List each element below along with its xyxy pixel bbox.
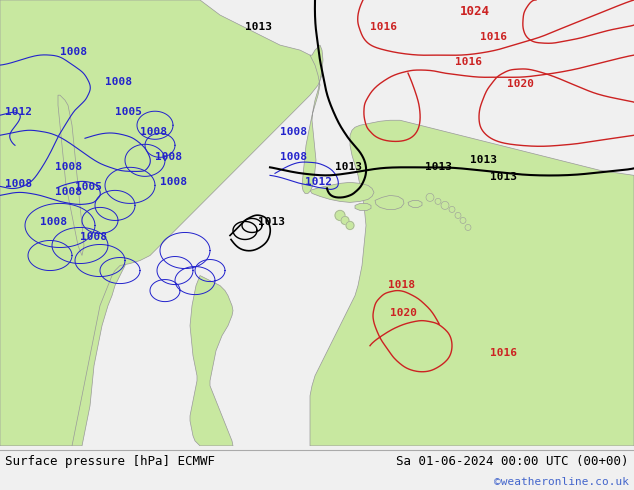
Circle shape bbox=[455, 213, 461, 219]
Text: 1016: 1016 bbox=[490, 348, 517, 358]
Circle shape bbox=[460, 218, 466, 223]
Text: 1013: 1013 bbox=[425, 162, 452, 172]
Text: 1005: 1005 bbox=[115, 107, 142, 117]
Polygon shape bbox=[0, 0, 162, 446]
Polygon shape bbox=[302, 45, 323, 194]
Polygon shape bbox=[310, 120, 634, 446]
Text: 1008: 1008 bbox=[55, 162, 82, 172]
Text: 1013: 1013 bbox=[258, 218, 285, 227]
Text: 1008: 1008 bbox=[140, 127, 167, 137]
Polygon shape bbox=[310, 182, 374, 202]
Text: 1016: 1016 bbox=[455, 57, 482, 67]
Text: 1024: 1024 bbox=[460, 5, 490, 18]
Circle shape bbox=[346, 221, 354, 229]
Text: Sa 01-06-2024 00:00 UTC (00+00): Sa 01-06-2024 00:00 UTC (00+00) bbox=[396, 455, 629, 468]
Text: 1020: 1020 bbox=[390, 308, 417, 318]
Text: 1008: 1008 bbox=[60, 47, 87, 57]
Polygon shape bbox=[355, 203, 371, 210]
Text: Surface pressure [hPa] ECMWF: Surface pressure [hPa] ECMWF bbox=[5, 455, 215, 468]
Circle shape bbox=[435, 198, 441, 204]
Text: 1020: 1020 bbox=[507, 79, 534, 89]
Text: 1008: 1008 bbox=[55, 187, 82, 197]
Circle shape bbox=[341, 217, 349, 224]
Text: 1008: 1008 bbox=[280, 127, 307, 137]
Text: 1008: 1008 bbox=[160, 177, 187, 187]
Text: 1016: 1016 bbox=[370, 22, 397, 32]
Text: 1005: 1005 bbox=[75, 182, 102, 193]
Text: 1013: 1013 bbox=[245, 22, 272, 32]
Circle shape bbox=[441, 201, 449, 209]
Circle shape bbox=[465, 224, 471, 230]
Text: 1013: 1013 bbox=[490, 172, 517, 182]
Polygon shape bbox=[58, 95, 84, 255]
Text: 1013: 1013 bbox=[470, 155, 497, 165]
Text: 1013: 1013 bbox=[335, 162, 362, 172]
Text: 1008: 1008 bbox=[80, 232, 107, 243]
Text: 1008: 1008 bbox=[5, 179, 32, 189]
Polygon shape bbox=[190, 275, 233, 446]
Text: 1008: 1008 bbox=[155, 152, 182, 162]
Text: 1008: 1008 bbox=[40, 218, 67, 227]
Text: ©weatheronline.co.uk: ©weatheronline.co.uk bbox=[494, 477, 629, 487]
Polygon shape bbox=[375, 196, 404, 209]
Circle shape bbox=[335, 210, 345, 221]
Text: 1018: 1018 bbox=[388, 280, 415, 290]
Text: 1008: 1008 bbox=[105, 77, 132, 87]
Circle shape bbox=[426, 194, 434, 201]
Polygon shape bbox=[408, 200, 422, 207]
Polygon shape bbox=[0, 0, 322, 446]
Text: 1008: 1008 bbox=[280, 152, 307, 162]
Text: 1012: 1012 bbox=[305, 177, 332, 187]
Text: 1012: 1012 bbox=[5, 107, 32, 117]
Circle shape bbox=[449, 206, 455, 213]
Text: 1016: 1016 bbox=[480, 32, 507, 42]
